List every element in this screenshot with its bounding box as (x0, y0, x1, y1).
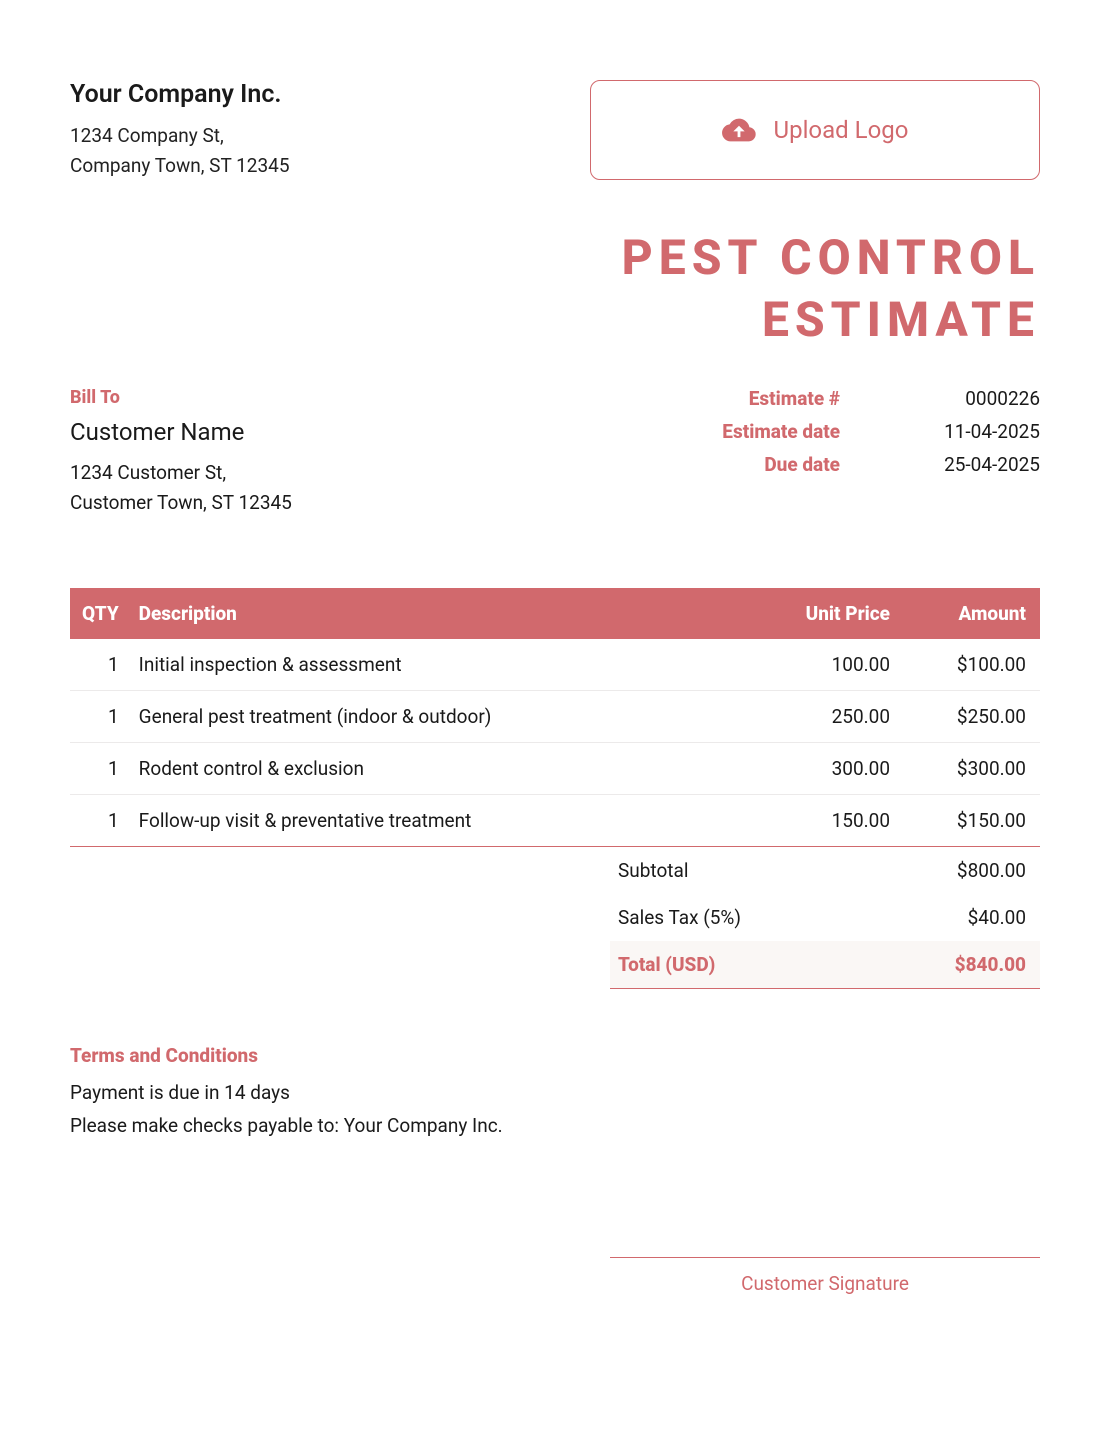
line-items-table: QTY Description Unit Price Amount 1Initi… (70, 588, 1040, 847)
total-value: $840.00 (955, 953, 1026, 976)
cell-qty: 1 (70, 639, 129, 691)
signature-block: Customer Signature (610, 1257, 1040, 1295)
company-block: Your Company Inc. 1234 Company St, Compa… (70, 80, 590, 182)
subtotal-value: $800.00 (957, 859, 1026, 882)
cell-description: Rodent control & exclusion (129, 743, 740, 795)
col-unit-price: Unit Price (740, 588, 900, 639)
subtotal-label: Subtotal (618, 859, 688, 882)
terms-line1: Payment is due in 14 days (70, 1081, 1040, 1104)
company-address-line2: Company Town, ST 12345 (70, 151, 590, 181)
col-description: Description (129, 588, 740, 639)
table-row: 1Initial inspection & assessment100.00$1… (70, 639, 1040, 691)
col-amount: Amount (900, 588, 1040, 639)
estimate-number-label: Estimate # (690, 387, 840, 410)
signature-label: Customer Signature (610, 1272, 1040, 1295)
terms-title: Terms and Conditions (70, 1044, 1040, 1067)
company-name: Your Company Inc. (70, 80, 590, 109)
col-qty: QTY (70, 588, 129, 639)
due-date: 25-04-2025 (910, 453, 1040, 476)
upload-logo-button[interactable]: Upload Logo (590, 80, 1040, 180)
cell-description: Initial inspection & assessment (129, 639, 740, 691)
cell-qty: 1 (70, 691, 129, 743)
cell-amount: $300.00 (900, 743, 1040, 795)
customer-address-line1: 1234 Customer St, (70, 458, 690, 488)
cell-description: Follow-up visit & preventative treatment (129, 795, 740, 847)
customer-address-line2: Customer Town, ST 12345 (70, 488, 690, 518)
customer-name: Customer Name (70, 418, 690, 446)
terms-block: Terms and Conditions Payment is due in 1… (70, 1044, 1040, 1137)
cell-qty: 1 (70, 743, 129, 795)
document-title-line2: ESTIMATE (70, 289, 1040, 351)
tax-label: Sales Tax (5%) (618, 906, 741, 929)
cell-amount: $100.00 (900, 639, 1040, 691)
total-label: Total (USD) (618, 953, 715, 976)
table-row: 1General pest treatment (indoor & outdoo… (70, 691, 1040, 743)
cell-unit-price: 150.00 (740, 795, 900, 847)
document-title-line1: PEST CONTROL (70, 227, 1040, 289)
estimate-meta: Estimate # 0000226 Estimate date 11-04-2… (690, 387, 1040, 519)
estimate-date: 11-04-2025 (910, 420, 1040, 443)
cell-amount: $250.00 (900, 691, 1040, 743)
cell-unit-price: 300.00 (740, 743, 900, 795)
totals-block: Subtotal $800.00 Sales Tax (5%) $40.00 T… (610, 847, 1040, 989)
table-row: 1Rodent control & exclusion300.00$300.00 (70, 743, 1040, 795)
cell-amount: $150.00 (900, 795, 1040, 847)
due-date-label: Due date (690, 453, 840, 476)
upload-logo-label: Upload Logo (774, 116, 909, 144)
document-title: PEST CONTROL ESTIMATE (70, 227, 1040, 352)
terms-line2: Please make checks payable to: Your Comp… (70, 1114, 1040, 1137)
cell-qty: 1 (70, 795, 129, 847)
table-row: 1Follow-up visit & preventative treatmen… (70, 795, 1040, 847)
estimate-date-label: Estimate date (690, 420, 840, 443)
cell-unit-price: 250.00 (740, 691, 900, 743)
company-address-line1: 1234 Company St, (70, 121, 590, 151)
estimate-number: 0000226 (910, 387, 1040, 410)
bill-to-block: Bill To Customer Name 1234 Customer St, … (70, 387, 690, 519)
bill-to-label: Bill To (70, 387, 690, 408)
cloud-upload-icon (722, 113, 756, 147)
cell-description: General pest treatment (indoor & outdoor… (129, 691, 740, 743)
cell-unit-price: 100.00 (740, 639, 900, 691)
signature-line (610, 1257, 1040, 1258)
tax-value: $40.00 (968, 906, 1026, 929)
